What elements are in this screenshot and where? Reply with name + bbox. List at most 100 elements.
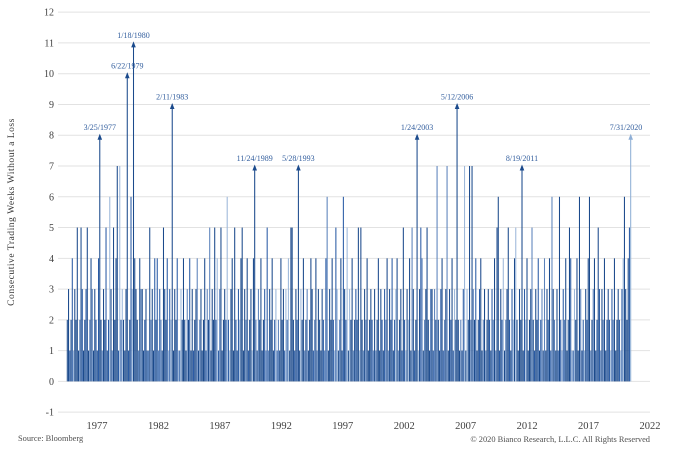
bar — [95, 319, 97, 382]
bar — [185, 350, 187, 382]
bar — [391, 258, 393, 382]
bar — [479, 289, 481, 382]
bar — [146, 350, 148, 382]
bar — [244, 289, 246, 382]
bar — [615, 350, 617, 382]
bar — [175, 319, 177, 382]
bar — [104, 319, 106, 382]
bar — [294, 350, 296, 382]
bar — [527, 350, 529, 382]
bar — [546, 289, 548, 382]
bar — [194, 319, 196, 382]
bar — [600, 350, 602, 382]
bar — [200, 289, 202, 382]
bar — [186, 289, 188, 382]
bar — [595, 350, 597, 382]
bar — [230, 289, 232, 382]
bar — [621, 289, 623, 382]
y-tick-label: 8 — [49, 131, 54, 142]
bar — [109, 196, 111, 382]
bar — [171, 104, 173, 382]
bar — [618, 319, 620, 382]
bar — [432, 350, 434, 382]
bar — [301, 319, 303, 382]
bar — [69, 350, 71, 382]
bar — [161, 350, 163, 382]
bar — [362, 350, 364, 382]
y-tick-label: 11 — [44, 38, 54, 49]
bar — [304, 350, 306, 382]
bar — [424, 319, 426, 382]
bar — [511, 289, 513, 382]
source-note: Source: Bloomberg — [18, 434, 84, 443]
bar — [114, 319, 116, 382]
bar — [397, 350, 399, 382]
bar — [201, 350, 203, 382]
bar — [482, 319, 484, 382]
bar — [204, 258, 206, 382]
bar — [80, 227, 82, 382]
bar — [156, 258, 158, 382]
bar — [199, 319, 201, 382]
bar — [542, 350, 544, 382]
bar — [346, 227, 348, 382]
bar — [444, 319, 446, 382]
peak-annotation-marker — [252, 164, 257, 171]
bar — [162, 227, 165, 382]
bar — [339, 319, 341, 382]
bar — [597, 227, 599, 382]
bar — [270, 319, 272, 382]
bar — [560, 319, 562, 382]
bar — [334, 350, 336, 382]
peak-annotation-marker — [519, 164, 525, 171]
bar — [426, 227, 428, 382]
bar — [499, 350, 501, 382]
bar — [160, 319, 162, 382]
y-tick-label: 2 — [49, 315, 54, 326]
bar — [120, 319, 122, 382]
x-axis-tick-labels: 1977 1982 1987 1992 1997 2002 2007 2012 2017 2022 — [87, 421, 661, 432]
bar — [421, 258, 423, 382]
bar — [547, 319, 549, 382]
bar — [538, 350, 541, 382]
bar — [237, 289, 239, 382]
bar — [582, 319, 584, 382]
bar — [467, 319, 469, 382]
bar — [245, 319, 247, 382]
bar — [306, 289, 308, 382]
bar — [583, 350, 585, 382]
bar — [239, 319, 241, 382]
bar — [307, 350, 309, 382]
bar — [110, 289, 112, 382]
bar — [310, 258, 312, 382]
bar — [462, 289, 464, 382]
bar — [586, 319, 588, 382]
bar — [68, 289, 70, 382]
bar — [170, 319, 172, 382]
bar — [416, 135, 418, 382]
bar — [585, 289, 587, 382]
bar — [568, 227, 570, 382]
bar — [354, 319, 356, 382]
peak-annotation-label: 1/18/1980 — [117, 31, 149, 40]
bar — [106, 350, 108, 382]
bar — [390, 319, 392, 382]
bar — [480, 258, 482, 382]
bar — [452, 350, 454, 382]
bar — [628, 227, 630, 382]
bar — [172, 350, 175, 382]
bar — [176, 258, 178, 382]
bar — [357, 227, 359, 382]
bar — [565, 258, 567, 382]
bar — [335, 227, 337, 382]
bar — [284, 350, 286, 382]
bar — [419, 289, 421, 382]
bar — [314, 319, 316, 382]
bar — [274, 319, 276, 382]
bar — [122, 319, 125, 382]
bar — [469, 166, 471, 382]
bar — [620, 350, 622, 382]
bar — [580, 289, 582, 382]
bar — [212, 319, 214, 382]
